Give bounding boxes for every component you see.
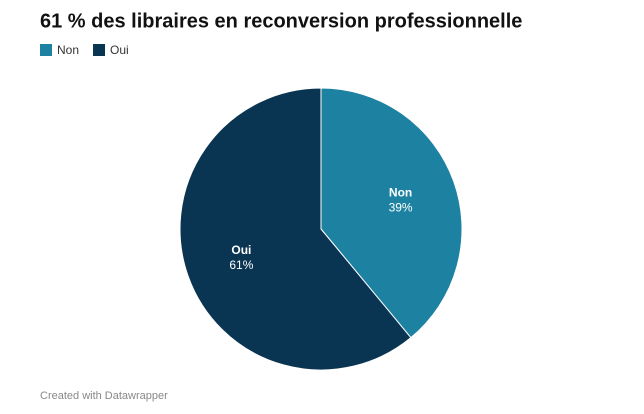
value-label: 61% — [229, 258, 253, 272]
pie-slice — [179, 87, 412, 371]
slice-label: Oui — [231, 243, 251, 257]
pie-slice — [320, 87, 463, 339]
legend-label: Oui — [110, 43, 129, 57]
legend-swatch — [93, 44, 106, 56]
slice-label: Non — [389, 186, 412, 200]
value-label: 39% — [389, 201, 413, 215]
legend-swatch — [40, 44, 52, 56]
legend-label: Non — [57, 43, 79, 57]
credit: Created with Datawrapper — [40, 390, 168, 402]
chart-title: 61 % des libraires en reconversion profe… — [40, 10, 522, 32]
